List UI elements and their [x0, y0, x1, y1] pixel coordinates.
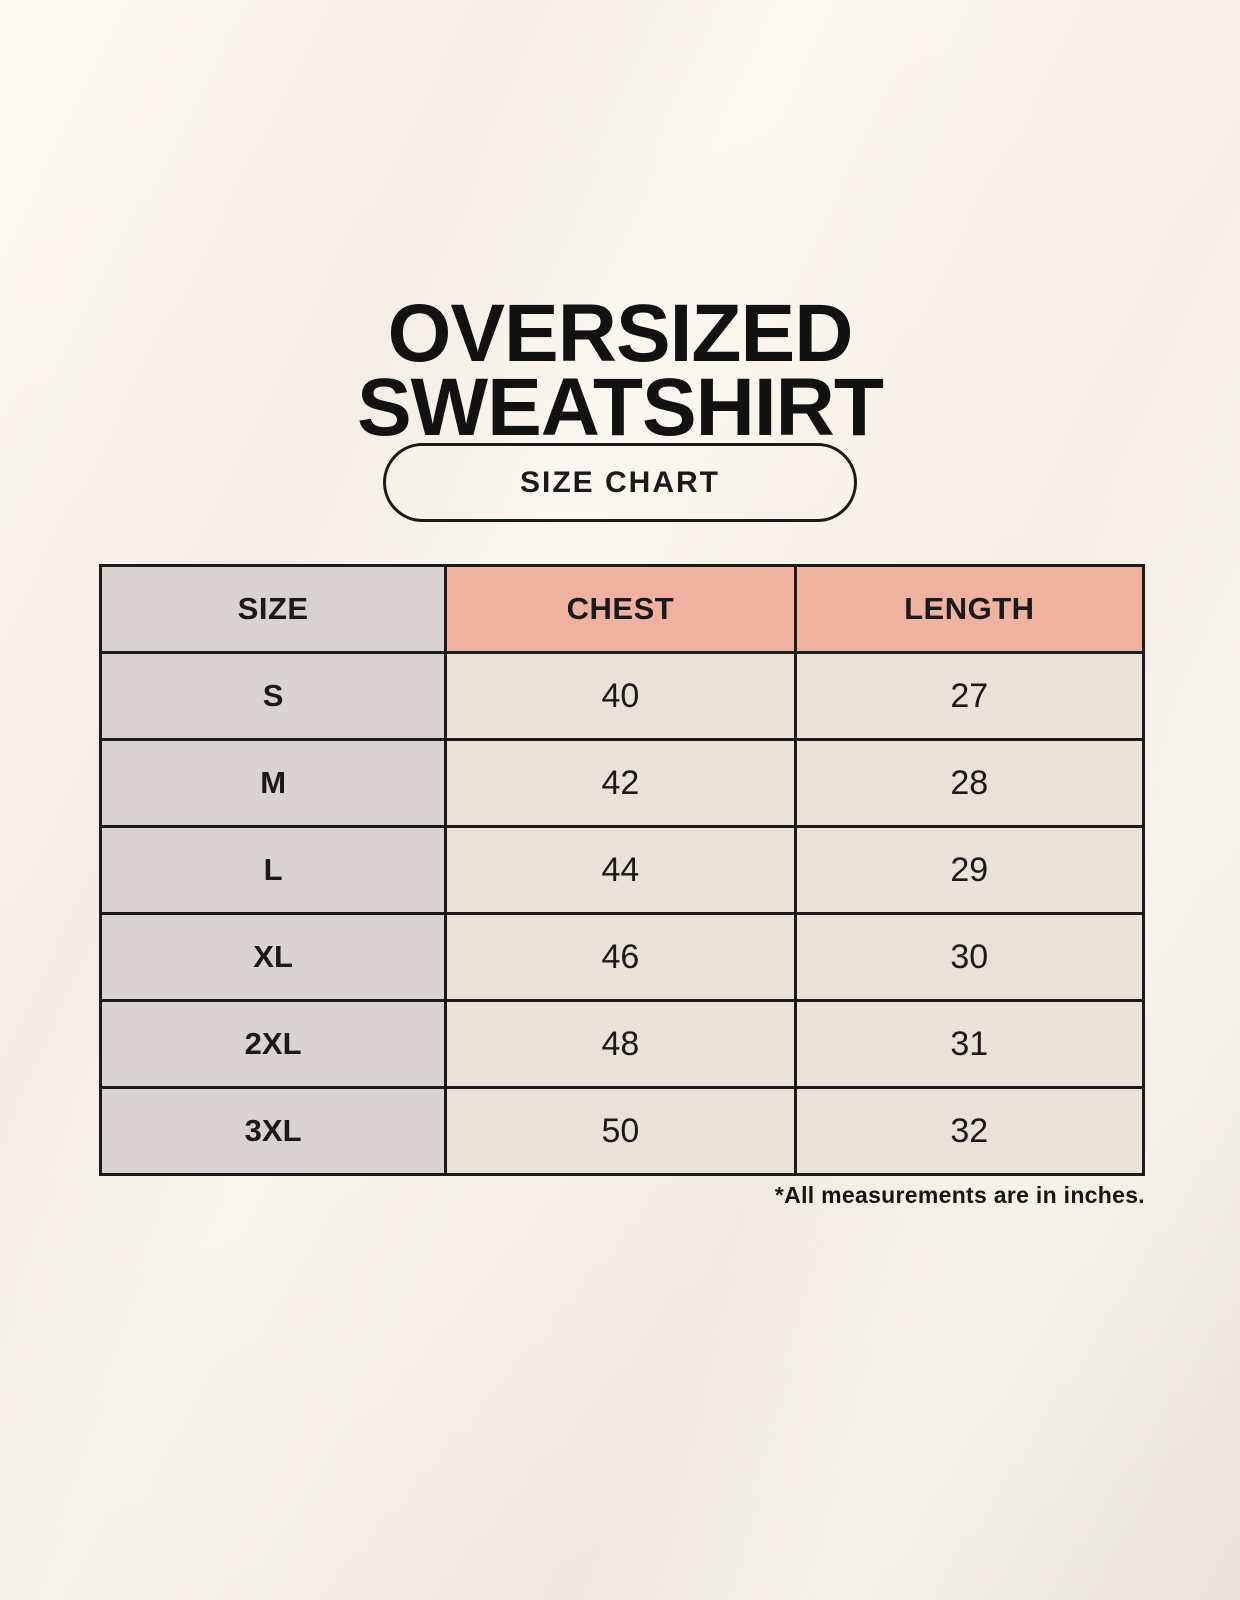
- length-cell: 29: [793, 825, 1146, 915]
- measurements-footnote: *All measurements are in inches.: [774, 1182, 1145, 1208]
- chest-cell: 42: [444, 738, 797, 828]
- length-cell: 27: [793, 651, 1146, 741]
- table-row: XL 46 30: [98, 912, 1146, 1002]
- size-chart-button[interactable]: SIZE CHART: [383, 443, 857, 522]
- length-cell: 31: [793, 999, 1146, 1089]
- size-cell: 2XL: [98, 999, 448, 1089]
- chest-cell: 46: [444, 912, 797, 1002]
- size-cell: M: [98, 738, 448, 828]
- table-row: M 42 28: [98, 738, 1146, 828]
- table-header-row: SIZE CHEST LENGTH: [98, 564, 1146, 654]
- size-cell: 3XL: [98, 1086, 448, 1176]
- table-row: S 40 27: [98, 651, 1146, 741]
- chest-cell: 40: [444, 651, 797, 741]
- size-cell: L: [98, 825, 448, 915]
- chest-cell: 50: [444, 1086, 797, 1176]
- page-title-line2: SWEATSHIRT: [356, 361, 884, 453]
- size-cell: S: [98, 651, 448, 741]
- col-header-length: LENGTH: [793, 564, 1146, 654]
- table-row: 2XL 48 31: [98, 999, 1146, 1089]
- chest-cell: 44: [444, 825, 797, 915]
- chest-cell: 48: [444, 999, 797, 1089]
- length-cell: 28: [793, 738, 1146, 828]
- page-title-line1: OVERSIZED: [387, 287, 854, 379]
- col-header-chest: CHEST: [444, 564, 797, 654]
- length-cell: 32: [793, 1086, 1146, 1176]
- col-header-size: SIZE: [98, 564, 448, 654]
- table-row: L 44 29: [98, 825, 1146, 915]
- page-title: OVERSIZED SWEATSHIRT: [0, 287, 1240, 453]
- length-cell: 30: [793, 912, 1146, 1002]
- size-chart-button-label: SIZE CHART: [520, 465, 720, 499]
- size-cell: XL: [98, 912, 448, 1002]
- size-chart-table: SIZE CHEST LENGTH S 40 27 M 42 28 L 44 2…: [98, 564, 1146, 1176]
- table-row: 3XL 50 32: [98, 1086, 1146, 1176]
